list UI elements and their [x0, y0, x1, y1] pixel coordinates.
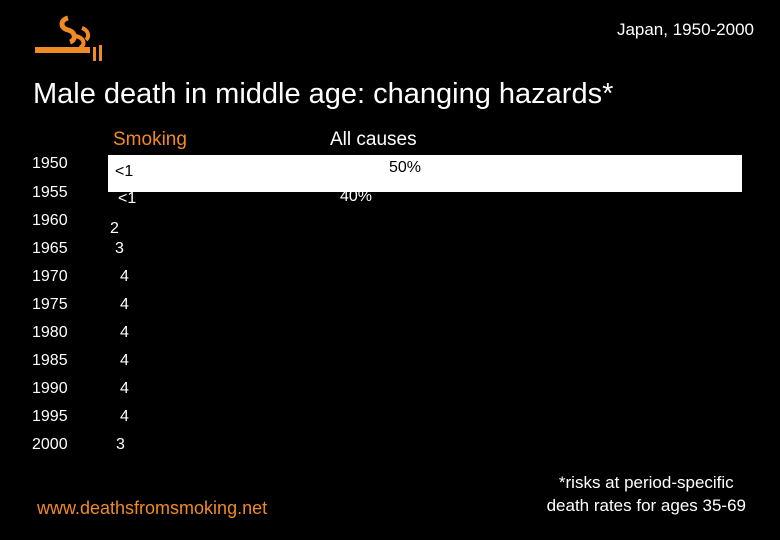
year-label: 1965: [32, 240, 68, 257]
year-label: 1970: [32, 268, 68, 285]
smoking-value: 3: [115, 240, 124, 257]
smoking-value: 4: [120, 268, 129, 285]
header-country-date: Japan, 1950-2000: [616, 20, 754, 39]
year-label: 1990: [32, 380, 68, 397]
year-label: 1955: [32, 184, 68, 201]
year-label: 1975: [32, 296, 68, 313]
footnote: *risks at period-specific death rates fo…: [547, 471, 746, 517]
year-label: 1985: [32, 352, 68, 369]
smoking-value: 4: [120, 324, 129, 341]
smoking-value: 2: [110, 220, 119, 237]
all-causes-value: 50%: [389, 159, 422, 176]
smoking-value: 4: [120, 352, 129, 369]
year-label: 1950: [32, 155, 68, 172]
footnote-line-2: death rates for ages 35-69: [546, 496, 746, 515]
year-label: 1980: [32, 324, 68, 341]
all-causes-value: 40%: [340, 188, 373, 205]
smoking-value: <1: [118, 190, 137, 207]
smoking-value: 4: [120, 380, 129, 397]
smoking-value: 4: [120, 408, 129, 425]
column-header-smoking: Smoking: [113, 129, 187, 150]
footnote-line-1: *risks at period-specific: [558, 473, 734, 492]
cigarette-smoke-icon: [35, 15, 102, 61]
smoking-value: 3: [116, 436, 125, 453]
smoking-value: <1: [115, 163, 134, 180]
year-label: 1960: [32, 212, 68, 229]
year-label: 1995: [32, 408, 68, 425]
column-header-all-causes: All causes: [330, 129, 417, 150]
page-title: Male death in middle age: changing hazar…: [33, 78, 614, 110]
smoking-value: 4: [120, 296, 129, 313]
year-label: 2000: [32, 436, 68, 453]
footer-url: www.deathsfromsmoking.net: [37, 498, 268, 518]
highlight-band: [108, 155, 742, 192]
